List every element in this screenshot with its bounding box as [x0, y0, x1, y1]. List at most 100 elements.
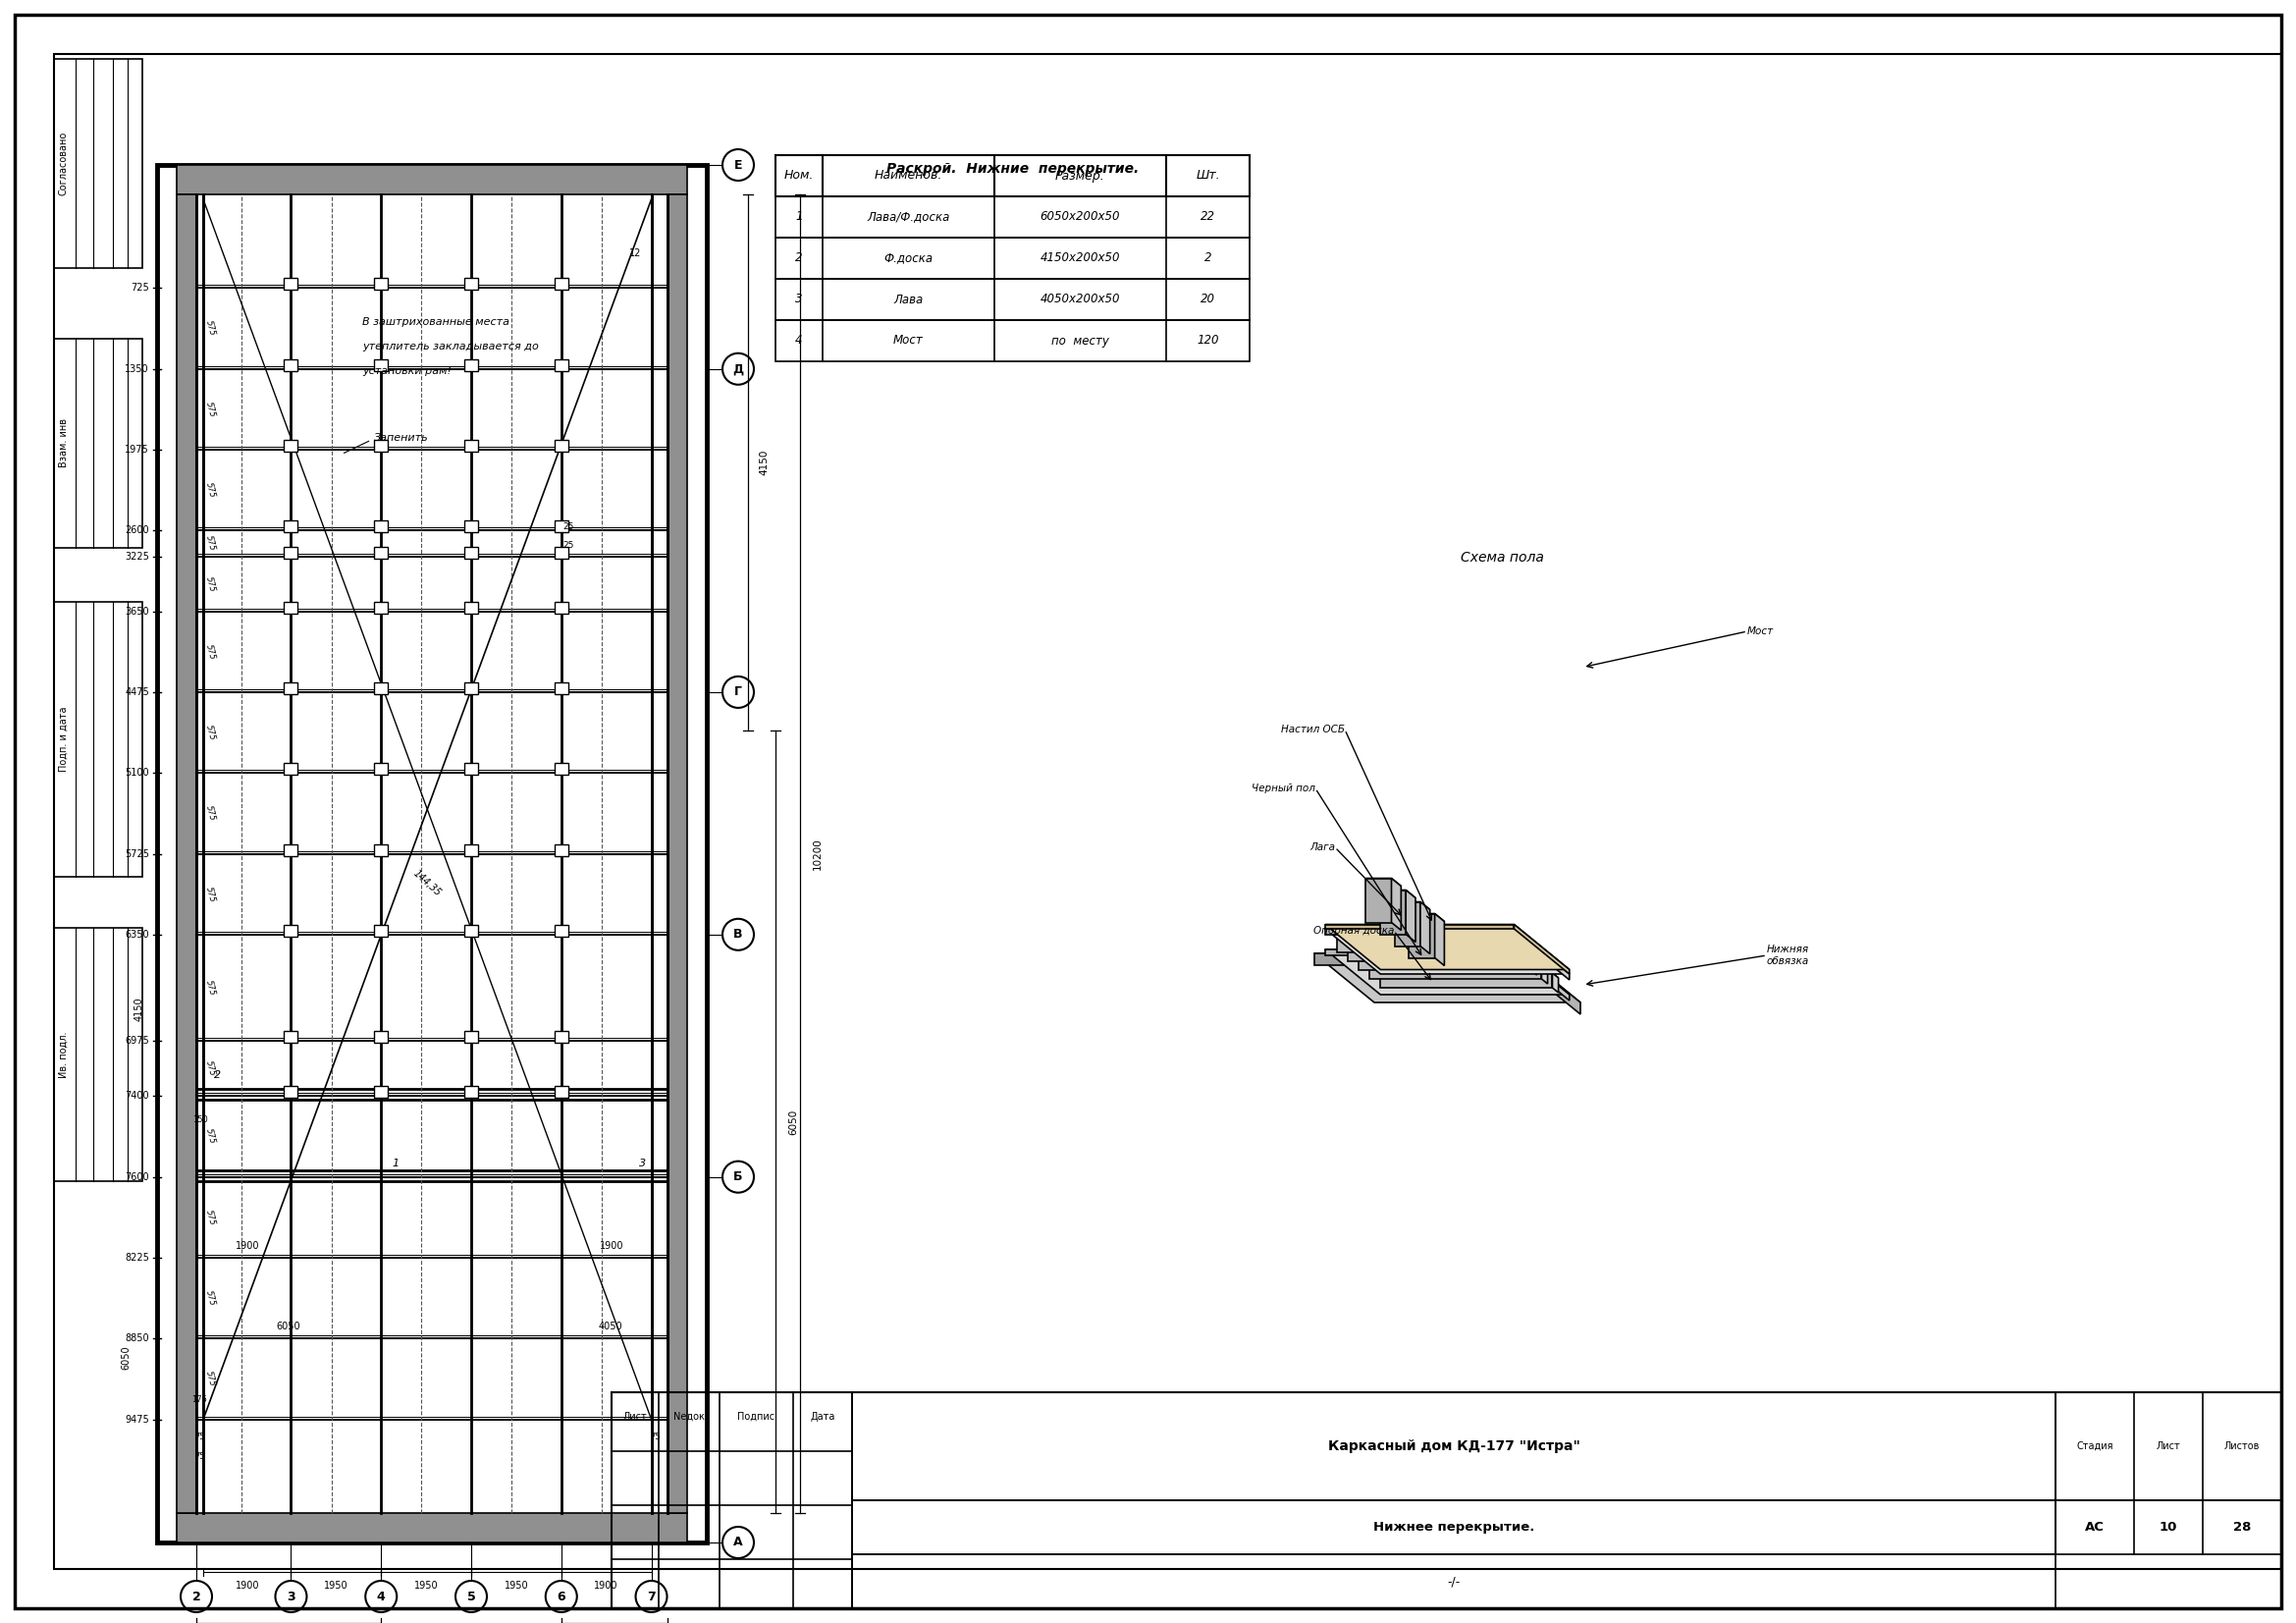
- Bar: [553, 521, 567, 532]
- Text: 9475: 9475: [124, 1414, 149, 1425]
- Text: 12: 12: [629, 248, 641, 258]
- Text: АС: АС: [2085, 1521, 2105, 1534]
- Text: 725: 725: [131, 284, 149, 294]
- Polygon shape: [1325, 925, 1513, 928]
- Text: А: А: [732, 1535, 744, 1548]
- Text: 150: 150: [193, 1115, 207, 1125]
- Text: 8850: 8850: [124, 1334, 149, 1344]
- Text: 2: 2: [214, 1070, 220, 1079]
- Bar: [374, 547, 388, 558]
- Bar: [776, 156, 1249, 196]
- Bar: [374, 1086, 388, 1099]
- Polygon shape: [1325, 925, 1570, 969]
- Bar: [374, 521, 388, 532]
- Text: 575: 575: [204, 575, 216, 592]
- Text: 3: 3: [638, 1159, 645, 1169]
- Text: Черный пол: Черный пол: [1251, 784, 1316, 794]
- Text: 25: 25: [563, 542, 574, 550]
- Text: 6: 6: [558, 1591, 565, 1604]
- Bar: [285, 1031, 298, 1044]
- Polygon shape: [1371, 964, 1548, 969]
- Text: Подпис: Подпис: [737, 1412, 776, 1422]
- Text: Д: Д: [732, 362, 744, 375]
- Text: 575: 575: [204, 1289, 216, 1307]
- Text: Раскрой.  Нижние  перекрытие.: Раскрой. Нижние перекрытие.: [886, 162, 1139, 175]
- Text: 1350: 1350: [124, 364, 149, 373]
- Text: 22: 22: [1201, 211, 1215, 224]
- Bar: [553, 602, 567, 613]
- Polygon shape: [1325, 949, 1513, 956]
- Bar: [285, 844, 298, 855]
- Text: 575: 575: [204, 482, 216, 498]
- Polygon shape: [1394, 902, 1430, 909]
- Text: 575: 575: [204, 1060, 216, 1078]
- Text: 75: 75: [195, 1453, 204, 1461]
- Text: Листов: Листов: [2225, 1441, 2259, 1451]
- Polygon shape: [1371, 964, 1541, 979]
- Text: 6050: 6050: [122, 1345, 131, 1370]
- Bar: [464, 359, 478, 372]
- Text: 575: 575: [204, 1209, 216, 1225]
- Text: 28: 28: [2234, 1521, 2250, 1534]
- Polygon shape: [1313, 953, 1580, 1003]
- Text: Мост: Мост: [1747, 626, 1775, 636]
- Polygon shape: [1380, 889, 1417, 898]
- Text: Мост: Мост: [893, 334, 923, 347]
- Text: Наименов.: Наименов.: [875, 169, 944, 182]
- Text: Ф.доска: Ф.доска: [884, 252, 932, 265]
- Text: 1900: 1900: [234, 1242, 259, 1251]
- Text: 575: 575: [204, 979, 216, 997]
- Bar: [611, 1393, 2282, 1608]
- Text: 1: 1: [393, 1159, 400, 1169]
- Text: 6975: 6975: [124, 1035, 149, 1047]
- Polygon shape: [1380, 974, 1559, 979]
- Text: 4050х200х50: 4050х200х50: [1040, 294, 1120, 305]
- Text: Нижнее перекрытие.: Нижнее перекрытие.: [1373, 1521, 1534, 1534]
- Text: 1950: 1950: [505, 1581, 528, 1591]
- Bar: [55, 58, 142, 268]
- Text: Б: Б: [732, 1170, 744, 1183]
- Text: 1950: 1950: [324, 1581, 349, 1591]
- Text: 144,35: 144,35: [411, 868, 443, 898]
- Text: Каркасный дом КД-177 "Истра": Каркасный дом КД-177 "Истра": [1327, 1440, 1580, 1453]
- Text: Лава/Ф.доска: Лава/Ф.доска: [868, 211, 951, 224]
- Text: 10: 10: [2158, 1521, 2177, 1534]
- Text: установки рам!: установки рам!: [363, 367, 452, 377]
- Bar: [553, 547, 567, 558]
- Bar: [464, 521, 478, 532]
- Text: Nедок: Nедок: [673, 1412, 705, 1422]
- Text: 10200: 10200: [813, 837, 822, 870]
- Polygon shape: [1541, 964, 1548, 984]
- Text: -/-: -/-: [1446, 1574, 1460, 1587]
- Bar: [852, 1500, 2055, 1555]
- Text: 1975: 1975: [124, 445, 149, 454]
- Polygon shape: [1421, 902, 1430, 954]
- Text: Ном.: Ном.: [785, 169, 815, 182]
- Text: 6350: 6350: [124, 930, 149, 940]
- Text: 575: 575: [204, 1370, 216, 1388]
- Bar: [776, 196, 1249, 237]
- Bar: [553, 278, 567, 291]
- Text: 575: 575: [204, 1128, 216, 1146]
- Bar: [668, 195, 687, 1513]
- Bar: [553, 925, 567, 936]
- Text: 6050: 6050: [276, 1321, 301, 1331]
- Text: Размер.: Размер.: [1056, 169, 1104, 182]
- Text: 75: 75: [650, 1433, 661, 1441]
- Text: В: В: [732, 928, 744, 941]
- Text: 575: 575: [204, 724, 216, 742]
- Text: Лага: Лага: [1309, 842, 1334, 852]
- Text: 2600: 2600: [124, 526, 149, 536]
- Bar: [55, 928, 142, 1182]
- Text: 1900: 1900: [599, 1242, 625, 1251]
- Text: утеплитель закладывается до: утеплитель закладывается до: [363, 342, 540, 352]
- Text: Шт.: Шт.: [1196, 169, 1219, 182]
- Polygon shape: [1520, 953, 1580, 1014]
- Text: 575: 575: [204, 885, 216, 902]
- Text: Лист: Лист: [622, 1412, 647, 1422]
- Text: Е: Е: [735, 159, 742, 172]
- Bar: [464, 602, 478, 613]
- Text: 2: 2: [193, 1591, 200, 1604]
- Text: 2: 2: [794, 252, 804, 265]
- Text: Подп. и дата: Подп. и дата: [60, 706, 69, 773]
